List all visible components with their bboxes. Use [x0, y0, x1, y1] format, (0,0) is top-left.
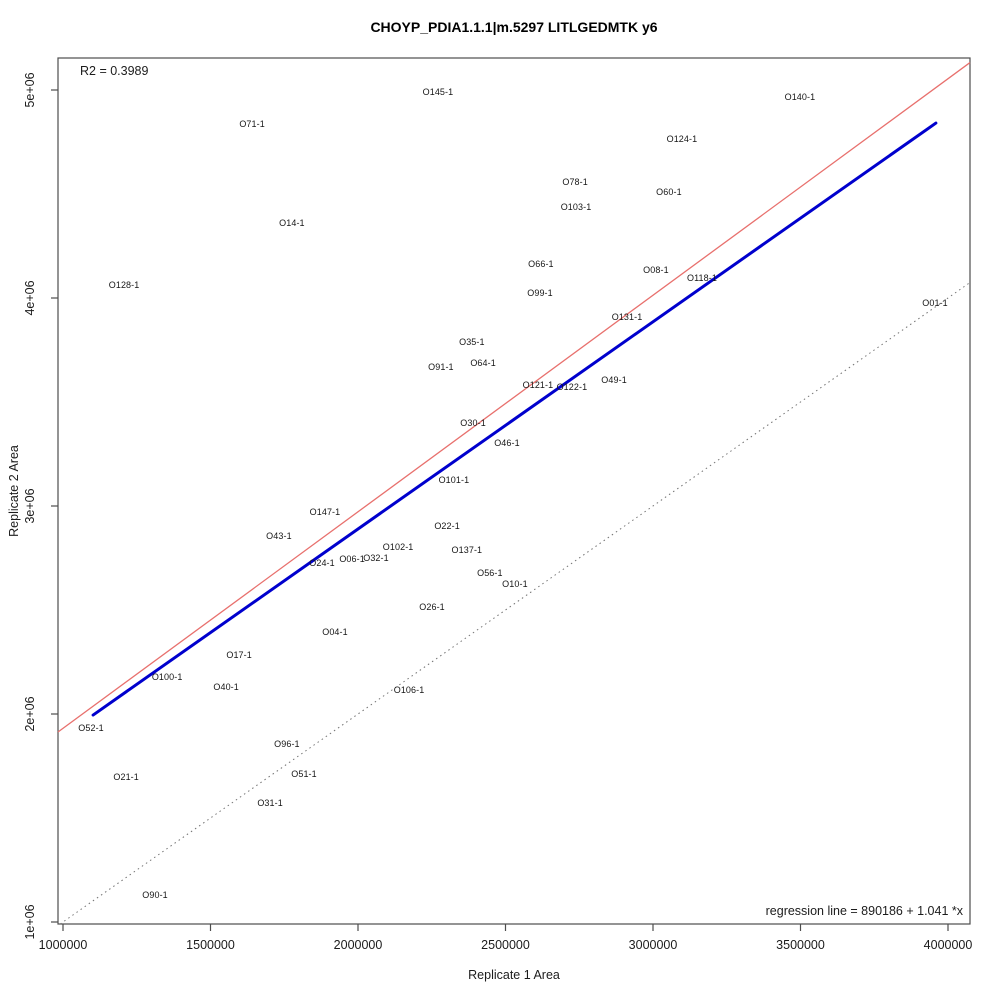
- point-label: O145-1: [422, 86, 454, 97]
- x-tick-label: 4000000: [923, 938, 973, 952]
- point-label: O124-1: [666, 133, 698, 144]
- point-label: O91-1: [428, 362, 454, 373]
- fit-line: [91, 121, 938, 717]
- regression-equation-annotation: regression line = 890186 + 1.041 *x: [765, 904, 963, 918]
- point-label: O106-1: [393, 684, 425, 695]
- x-tick-label: 3500000: [776, 938, 825, 952]
- y-tick-label: 3e+06: [23, 488, 37, 524]
- point-label: O90-1: [142, 889, 168, 900]
- point-label: O102-1: [382, 541, 414, 552]
- point-label: O66-1: [528, 258, 554, 269]
- point-label: O21-1: [113, 772, 139, 783]
- point-label: O08-1: [643, 264, 669, 275]
- point-label: O78-1: [562, 176, 588, 187]
- point-label: O40-1: [213, 681, 239, 692]
- y-tick-label: 4e+06: [23, 280, 37, 316]
- point-label: O10-1: [502, 579, 528, 589]
- x-tick-label: 2500000: [481, 938, 530, 952]
- point-label: O01-1: [922, 297, 948, 308]
- point-label: O17-1: [226, 649, 252, 660]
- chart-title: CHOYP_PDIA1.1.1|m.5297 LITLGEDMTK y6: [370, 19, 658, 35]
- identity-line: [59, 282, 971, 925]
- point-label: O26-1: [419, 602, 445, 613]
- point-label: O22-1: [434, 520, 460, 531]
- y-tick-label: 2e+06: [23, 696, 37, 732]
- point-label: O71-1: [239, 118, 265, 129]
- point-label: O60-1: [656, 186, 682, 197]
- r-squared-annotation: R2 = 0.3989: [80, 64, 149, 78]
- regression-line: [57, 62, 971, 733]
- point-label: O06-1: [339, 554, 365, 565]
- point-label: O131-1: [611, 311, 643, 322]
- y-tick-label: 5e+06: [23, 72, 37, 108]
- point-label: O103-1: [560, 201, 592, 212]
- point-label: O99-1: [527, 288, 553, 298]
- point-label: O96-1: [274, 738, 300, 749]
- point-label: O147-1: [309, 507, 341, 518]
- point-label: O100-1: [151, 671, 183, 682]
- point-label: O140-1: [784, 91, 816, 102]
- x-tick-label: 1500000: [186, 938, 235, 952]
- point-label: O43-1: [266, 530, 292, 541]
- point-label: O49-1: [601, 374, 627, 385]
- point-label: O128-1: [108, 279, 140, 290]
- point-label: O31-1: [257, 798, 283, 809]
- point-label: O101-1: [438, 475, 470, 485]
- point-label: O51-1: [291, 768, 317, 779]
- point-label: O52-1: [78, 722, 104, 733]
- point-label: O14-1: [279, 217, 305, 228]
- point-label: O121-1: [522, 379, 554, 390]
- point-label: O32-1: [363, 553, 389, 563]
- point-label: O118-1: [686, 273, 717, 284]
- x-axis-label: Replicate 1 Area: [468, 968, 560, 982]
- point-label: O46-1: [494, 437, 520, 448]
- point-label: O30-1: [460, 418, 486, 428]
- point-label: O24-1: [309, 557, 335, 568]
- x-tick-label: 2000000: [333, 938, 383, 952]
- x-tick-label: 1000000: [38, 938, 88, 952]
- y-tick-label: 1e+06: [23, 904, 37, 940]
- y-axis-label: Replicate 2 Area: [7, 445, 21, 537]
- x-tick-label: 3000000: [628, 938, 678, 952]
- point-label: O64-1: [470, 357, 496, 368]
- point-label: O35-1: [459, 336, 485, 347]
- point-label: O122-1: [556, 382, 588, 393]
- point-label: O56-1: [477, 567, 503, 578]
- point-label: O137-1: [451, 544, 483, 555]
- plot-border: [57, 57, 971, 925]
- point-label: O04-1: [322, 627, 348, 638]
